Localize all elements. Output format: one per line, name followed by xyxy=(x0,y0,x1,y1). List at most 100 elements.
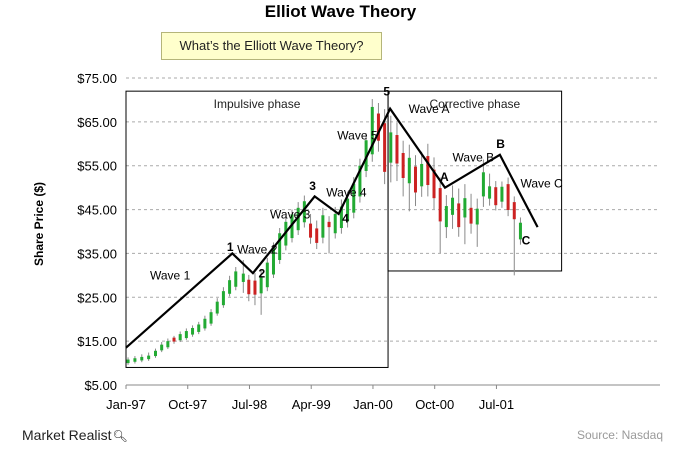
candle-down xyxy=(309,223,313,238)
y-tick-label: $65.00 xyxy=(77,115,117,130)
wave-name-label: Wave 5 xyxy=(337,128,378,142)
candle-up xyxy=(209,312,213,324)
candle-down xyxy=(247,279,251,295)
candle-up xyxy=(265,262,269,288)
y-axis-label: Share Price ($) xyxy=(32,182,46,266)
candle-up xyxy=(500,186,504,202)
y-tick-label: $5.00 xyxy=(84,378,117,393)
phase-label: Impulsive phase xyxy=(214,97,301,111)
candle-up xyxy=(184,331,188,339)
candle-up xyxy=(475,208,479,225)
question-link[interactable]: What’s the Elliott Wave Theory? xyxy=(161,32,382,60)
gridlines xyxy=(126,77,660,386)
candle-down xyxy=(383,123,387,172)
candle-down xyxy=(512,202,516,220)
candle-down xyxy=(327,221,331,228)
x-tick-label: Oct-97 xyxy=(168,397,207,412)
candle-up xyxy=(296,207,300,231)
candle-up xyxy=(302,201,306,223)
candle-up xyxy=(147,355,151,360)
candle-down xyxy=(253,280,257,295)
wave-point-label: A xyxy=(440,170,449,184)
candle-down xyxy=(413,166,417,193)
wave-name-label: Wave 4 xyxy=(326,185,367,199)
candle-up xyxy=(221,291,225,306)
candle-up xyxy=(133,358,137,362)
candle-up xyxy=(370,106,374,155)
candle-down xyxy=(494,187,498,206)
labels: 1 2 3 4 5 A B C Wave 1 Wave 2 Wave 3 Wave 4 Wave 5 Wa… xyxy=(150,85,563,283)
candle-up xyxy=(358,165,362,197)
candle-down xyxy=(172,337,176,342)
y-tick-label: $75.00 xyxy=(77,71,117,86)
x-tick-label: Jan-97 xyxy=(106,397,146,412)
wave-point-label: 3 xyxy=(309,179,316,193)
candle-up xyxy=(215,301,219,314)
candle-up xyxy=(241,273,245,282)
candle-down xyxy=(506,184,510,211)
candle-down xyxy=(376,113,380,141)
wave-name-label: Wave C xyxy=(520,177,563,191)
wave-name-label: Wave 3 xyxy=(270,207,311,221)
x-tick-label: Apr-99 xyxy=(292,397,331,412)
source-note: Source: Nasdaq xyxy=(576,428,663,442)
wave-point-label: 1 xyxy=(227,240,234,254)
x-tick-label: Oct-00 xyxy=(415,397,454,412)
wave-point-label: 2 xyxy=(258,267,265,281)
wave-point-label: C xyxy=(522,234,531,248)
wave-name-label: Wave A xyxy=(409,102,450,116)
candle-up xyxy=(203,318,207,329)
axes: $5.00 $15.00 $25.00 $35.00 $45.00 $55.00 $65.0… xyxy=(77,71,660,412)
wave-point-label: 4 xyxy=(342,212,349,226)
candle-up xyxy=(352,183,356,213)
phase-label: Corrective phase xyxy=(429,97,520,111)
wave-point-label: B xyxy=(496,137,505,151)
candle-up xyxy=(191,327,195,335)
candle-down xyxy=(395,135,399,164)
candle-up xyxy=(488,186,492,199)
candle-down xyxy=(315,228,319,243)
y-tick-label: $45.00 xyxy=(77,203,117,218)
candle-up xyxy=(333,213,337,234)
candle-up xyxy=(178,334,182,341)
candle-up xyxy=(321,215,325,238)
candle-up xyxy=(389,132,393,163)
candle-up xyxy=(444,206,448,228)
brand-logo[interactable]: Market Realist🔍︎ xyxy=(22,427,128,443)
candle-up xyxy=(166,341,170,348)
wave-name-label: Wave B xyxy=(453,150,495,164)
chart-title: Elliot Wave Theory xyxy=(264,2,417,21)
candle-up xyxy=(481,172,485,197)
phase-boxes: Impulsive phase Corrective phase xyxy=(125,90,563,368)
y-tick-label: $25.00 xyxy=(77,290,117,305)
x-tick-label: Jul-01 xyxy=(479,397,514,412)
wave-line xyxy=(125,106,539,349)
candle-up xyxy=(463,198,467,218)
wave-line-layer xyxy=(125,106,539,349)
candle-up xyxy=(140,356,144,361)
candle-up xyxy=(160,344,164,351)
candle-up xyxy=(420,163,424,187)
x-tick-label: Jul-98 xyxy=(232,397,267,412)
candlesticks xyxy=(126,99,522,365)
candle-up xyxy=(407,157,411,184)
candle-up xyxy=(259,277,263,294)
y-tick-label: $35.00 xyxy=(77,246,117,261)
candle-up xyxy=(278,233,282,261)
candle-down xyxy=(426,156,430,186)
candle-up xyxy=(234,271,238,287)
candle-down xyxy=(457,203,461,228)
candle-down xyxy=(469,207,473,224)
y-tick-label: $15.00 xyxy=(77,334,117,349)
wave-name-label: Wave 1 xyxy=(150,269,191,283)
wave-point-label: 5 xyxy=(383,85,390,99)
x-tick-label: Jan-00 xyxy=(353,397,393,412)
candle-up xyxy=(153,350,157,357)
candle-up xyxy=(339,206,343,228)
brand-name: Market Realist xyxy=(22,427,112,443)
wave-name-label: Wave 2 xyxy=(237,242,278,256)
y-tick-label: $55.00 xyxy=(77,159,117,174)
candle-up xyxy=(271,247,275,275)
candle-down xyxy=(438,188,442,222)
